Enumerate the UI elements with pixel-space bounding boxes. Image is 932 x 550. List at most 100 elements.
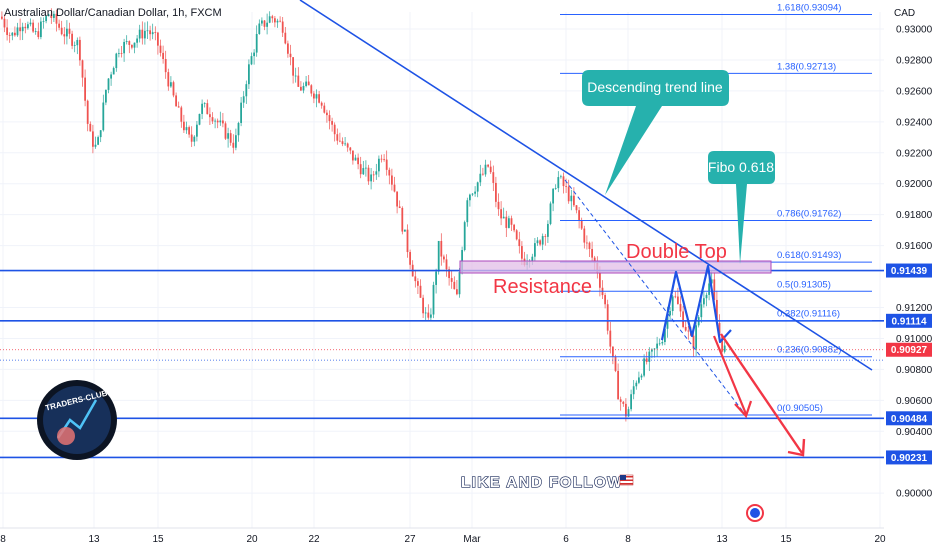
candle-body (606, 304, 609, 331)
candle-body (643, 358, 645, 376)
candle-body (146, 30, 149, 32)
candle-body (107, 78, 110, 90)
candle-body (3, 18, 6, 28)
descending-trend-line[interactable] (299, 0, 873, 371)
time-axis[interactable] (0, 527, 884, 550)
candle-body (705, 294, 708, 299)
candle-body (336, 134, 339, 141)
candle-body (372, 174, 375, 176)
candle-body (427, 312, 430, 318)
candle-body (167, 72, 170, 87)
double-top-pattern[interactable] (660, 264, 732, 344)
fibo-callout[interactable]: Fibo 0.618 (708, 151, 775, 264)
candle-body (677, 296, 679, 304)
candle-body (359, 164, 362, 175)
candle-body (393, 184, 396, 192)
candle-body (666, 315, 669, 329)
candle-body (29, 22, 32, 25)
candle-body (68, 28, 71, 34)
candle-body (622, 401, 625, 404)
traders-club-logo: TRADERS-CLUB (37, 380, 117, 460)
fibonacci-retracement[interactable]: 1.618(0.93094) 1.38(0.92713) 0.786(0.91762… (560, 2, 872, 416)
candle-body (398, 206, 401, 208)
candle-body (27, 24, 29, 29)
candle-body (609, 330, 612, 347)
candle-body (396, 191, 398, 207)
candle-body (580, 220, 583, 229)
price-tick-label: 0.91200 (896, 303, 932, 314)
candle-body (695, 325, 697, 349)
candle-body (692, 335, 695, 349)
candle-body (341, 141, 344, 145)
candle-body (521, 246, 523, 259)
candle-body (16, 27, 19, 36)
candle-body (151, 32, 154, 35)
date-tick-label: 13 (716, 534, 728, 545)
candle-body (562, 176, 565, 187)
candle-body (21, 26, 24, 32)
price-tick-label: 0.90600 (896, 396, 932, 407)
candle-body (125, 41, 128, 42)
fib-level-label: 0.236(0.90882) (777, 345, 841, 356)
candle-body (617, 370, 619, 400)
candle-body (292, 57, 294, 76)
candle-body (469, 194, 471, 201)
price-tick-label: 0.92600 (896, 86, 932, 97)
candle-body (196, 124, 198, 137)
candle-body (105, 89, 107, 103)
candle-body (713, 279, 716, 300)
candle-body (367, 167, 370, 182)
candle-body (370, 174, 372, 182)
candle-body (71, 33, 73, 46)
date-tick-label: 22 (308, 534, 320, 545)
fib-level-label: 0(0.90505) (777, 403, 823, 414)
candlestick-series (1, 8, 726, 422)
date-tick-label: Mar (463, 534, 481, 545)
candle-body (47, 14, 50, 17)
candle-body (297, 75, 300, 87)
candle-body (406, 229, 409, 253)
candle-body (432, 284, 435, 315)
economic-event-icon[interactable] (746, 504, 764, 522)
candle-body (534, 243, 536, 257)
price-tick-label: 0.91800 (896, 210, 932, 221)
candle-body (450, 278, 453, 282)
price-tag (886, 263, 932, 278)
candle-body (279, 20, 281, 22)
candle-body (591, 248, 593, 258)
candle-body (198, 113, 201, 125)
candle-body (718, 322, 721, 335)
price-tick-label: 0.92400 (896, 117, 932, 128)
candle-body (380, 158, 383, 160)
resistance-zone[interactable] (459, 260, 772, 274)
candle-body (669, 311, 671, 316)
candle-body (409, 252, 411, 265)
candle-body (466, 200, 469, 223)
date-tick-label: 15 (780, 534, 792, 545)
candle-body (586, 242, 588, 244)
price-axis-ticks: 0.93000 0.92800 0.92600 0.92400 0.92200 0.920… (896, 25, 932, 500)
candle-body (237, 122, 240, 136)
candle-body (536, 240, 539, 244)
candle-body (588, 242, 591, 249)
trend-line-callout[interactable]: Descending trend line (582, 70, 729, 195)
candle-body (229, 133, 232, 143)
candle-body (352, 150, 354, 161)
candle-body (565, 186, 567, 187)
candle-body (250, 56, 253, 65)
candle-body (253, 52, 255, 57)
candle-body (258, 23, 261, 34)
candle-body (268, 16, 271, 23)
price-tag-label: 0.91439 (891, 266, 928, 277)
candle-body (14, 32, 16, 36)
date-tick-label: 20 (246, 534, 258, 545)
candle-body (471, 193, 474, 195)
candle-body (128, 41, 131, 45)
price-tag-label: 0.90484 (891, 414, 928, 425)
candle-body (497, 201, 500, 210)
candle-body (463, 222, 466, 251)
candle-body (203, 103, 206, 104)
candle-body (190, 134, 193, 142)
candle-body (131, 44, 133, 48)
